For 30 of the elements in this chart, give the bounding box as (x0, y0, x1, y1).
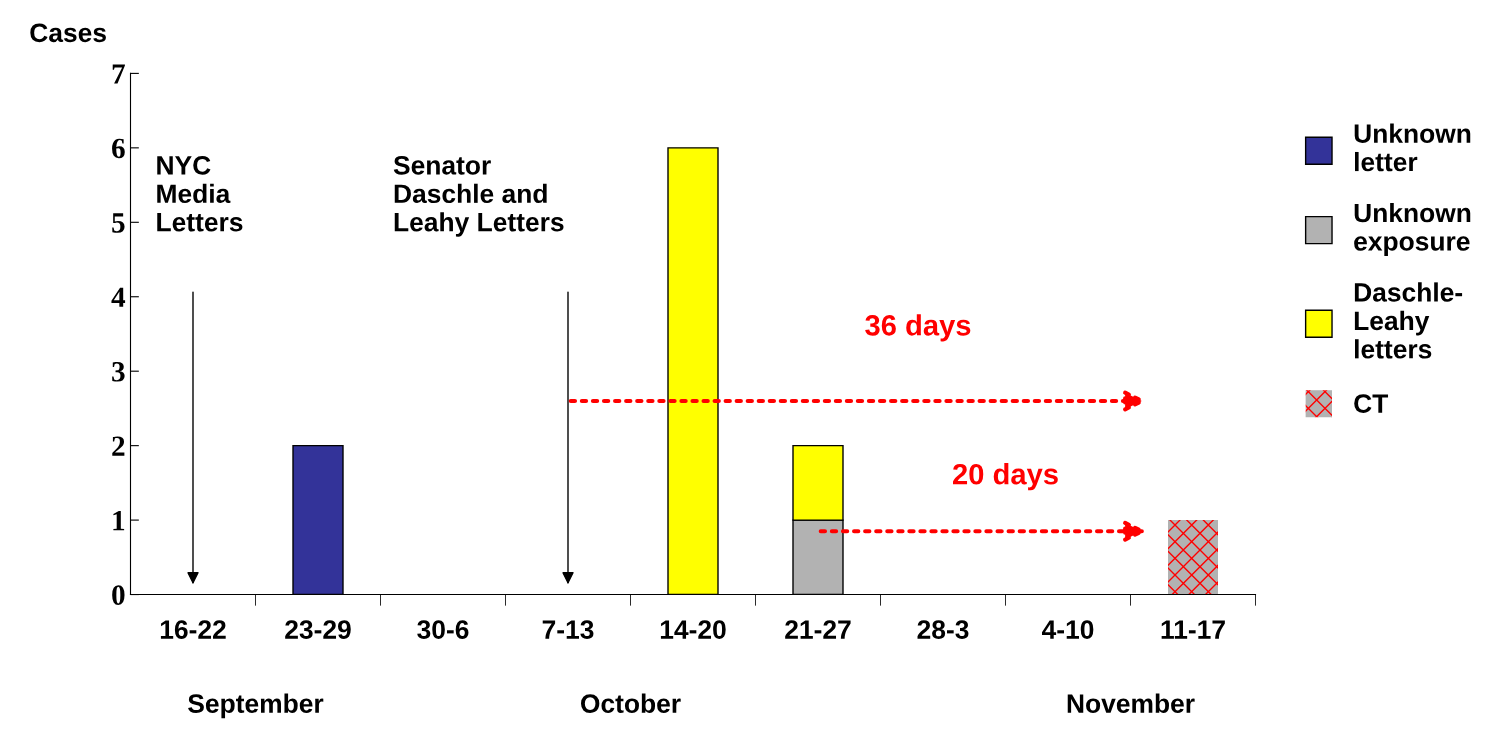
legend-label: CT (1354, 394, 1389, 413)
y-tick-label: 5 (112, 213, 125, 233)
x-tick-label: 14-20 (660, 620, 726, 639)
y-tick-label: 6 (112, 138, 125, 159)
text: September (188, 693, 324, 719)
y-tick-label: 2 (112, 436, 125, 456)
y-tick-label: 3 (112, 362, 125, 382)
annotation: 36 days (865, 314, 971, 342)
legend-label: Daschle- Leahy letters (1354, 282, 1463, 359)
x-tick-label: 16-22 (160, 620, 226, 639)
text: October (581, 693, 681, 713)
y-tick-label: 0 (112, 585, 125, 605)
y-tick-label: 4 (111, 287, 126, 307)
x-tick-label: 30-6 (417, 620, 469, 639)
x-tick-label: 23-29 (285, 620, 351, 639)
x-tick-label: 28-3 (917, 620, 969, 639)
legend-label: Unknown exposure (1354, 202, 1471, 256)
x-tick-label: 4-10 (1041, 620, 1094, 639)
legend-label: Unknown letter (1354, 123, 1471, 172)
x-tick-label: 21-27 (785, 620, 851, 639)
annotation: NYC Media Letters (157, 155, 243, 232)
text: November (1067, 693, 1195, 713)
y-tick-label: 7 (112, 64, 125, 84)
y-tick-label: 1 (113, 510, 125, 531)
x-tick-label: 11-17 (1161, 620, 1225, 639)
x-tick-label: 7-13 (542, 620, 594, 639)
annotation: Senator Daschle and Leahy Letters (393, 155, 564, 237)
bar (1168, 520, 1218, 595)
y-axis-title: Cases (30, 23, 106, 43)
annotation: 20 days (953, 463, 1058, 491)
